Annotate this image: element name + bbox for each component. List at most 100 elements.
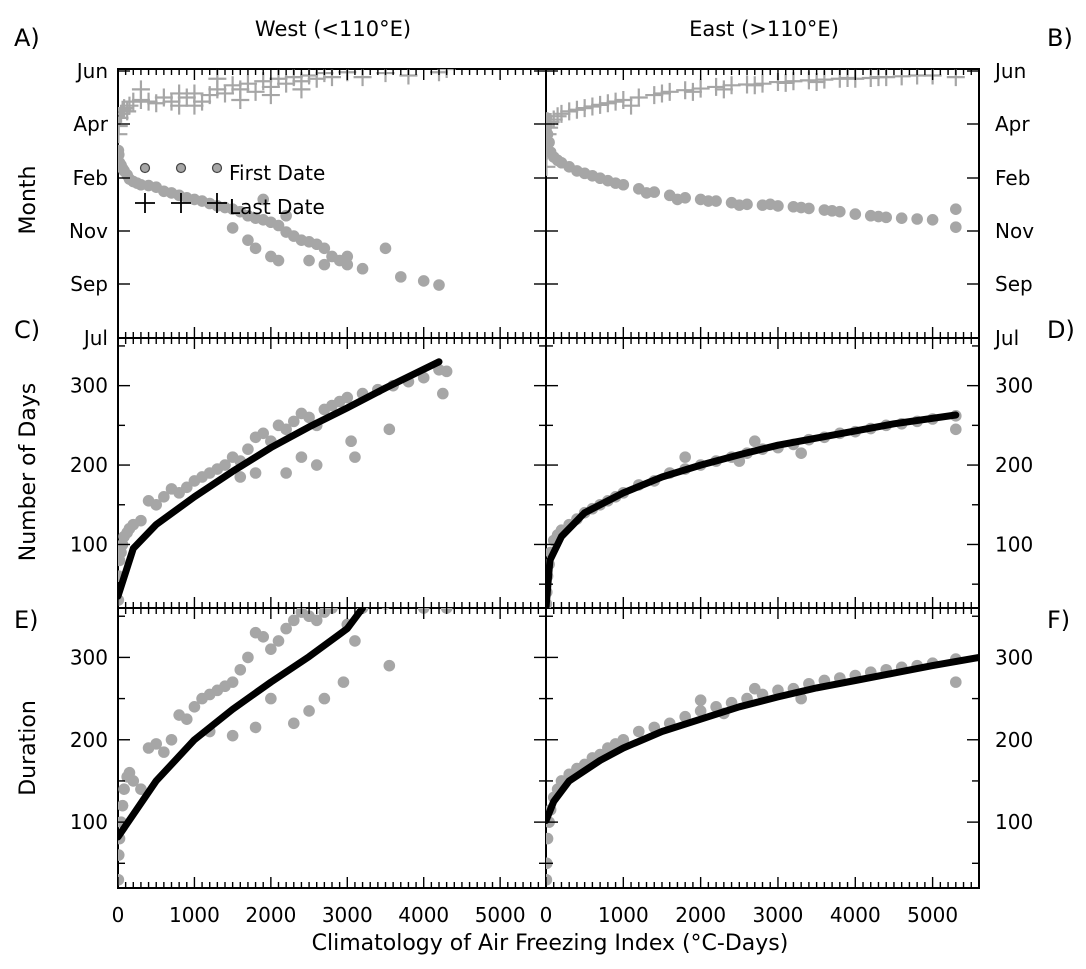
panel-b-plus-point (753, 74, 772, 93)
x-tick-label: 2000 (675, 903, 726, 927)
legend: First Date Last Date (135, 161, 325, 219)
panel-a-circle-point (318, 242, 331, 255)
panel-f-circle-point (546, 873, 553, 886)
panel-b-circle-point (849, 208, 862, 220)
panel-c-circle-point (341, 391, 354, 404)
panel-f-plot (546, 653, 979, 886)
panel-d-circle-point (748, 435, 761, 448)
panel-d-plot (546, 410, 962, 608)
panel-d-circle-point (679, 451, 691, 463)
panel-c-circle-point (280, 467, 292, 479)
panel-b-circle-point (911, 213, 923, 225)
plot-layer (118, 69, 979, 886)
panel-label-f: F) (1047, 606, 1070, 634)
y-tick-label-days: 200 (70, 728, 108, 752)
y-tick-label-month: Apr (73, 112, 108, 136)
x-tick-label: 3000 (322, 903, 373, 927)
panel-b-plus-point (546, 157, 556, 176)
x-tick-label: 4000 (830, 903, 881, 927)
panel-b-plus-point (707, 77, 726, 96)
y-tick-label-days: 100 (995, 532, 1033, 556)
panel-b-plus-point (622, 96, 641, 115)
panel-e-circle-point (287, 614, 300, 627)
panel-label-b: B) (1047, 24, 1073, 52)
panel-a-circle-point (280, 209, 292, 222)
y-tick-label-days: 300 (995, 645, 1033, 669)
panel-a-circle-point (318, 258, 331, 271)
legend-circle-marker-3 (211, 162, 223, 174)
panel-a-circle-point (242, 234, 254, 246)
panel-c-circle-point (437, 387, 449, 400)
panel-c-circle-point (234, 471, 247, 483)
panel-label-c: C) (14, 316, 40, 344)
x-tick-label: 3000 (753, 903, 804, 927)
panel-a-plus-point (139, 92, 158, 111)
panel-c-circle-point (280, 423, 292, 436)
panel-e-circle-point (118, 849, 125, 861)
panel-b-plus-point (606, 92, 625, 111)
panel-b-plus-point (691, 79, 710, 98)
panel-e-circle-point (158, 746, 170, 758)
panel-e-circle-point (383, 659, 396, 672)
panel-e-circle-point (226, 676, 239, 688)
y-tick-label-month: Sep (995, 272, 1033, 296)
panel-b-plus-point (676, 81, 695, 100)
x-tick-label: 1000 (169, 903, 220, 927)
panel-b-plus-point (714, 80, 733, 99)
panel-a-plus-point (223, 76, 242, 95)
panel-c-fit-line (118, 358, 443, 600)
panel-a-circle-point (341, 258, 354, 271)
panel-b-circle-point (826, 205, 838, 217)
panel-e-circle-point (265, 692, 277, 705)
panel-c-circle-point (295, 451, 308, 463)
y-tick-label-days: 200 (995, 728, 1033, 752)
panel-e-circle-point (249, 721, 262, 734)
panel-c-plot (118, 358, 453, 606)
panel-a-plus-point (261, 86, 280, 105)
col-title-west: West (<110°E) (255, 17, 411, 41)
y-tick-label-month: Jul (993, 326, 1019, 350)
panel-label-e: E) (14, 606, 39, 634)
legend-plus-marker-1 (135, 193, 155, 213)
panel-b-plot (546, 69, 965, 233)
panel-label-a: A) (14, 24, 40, 52)
panel-b-circle-point (640, 187, 653, 199)
y-tick-label-days: 300 (70, 374, 108, 398)
panel-f-circle-point (950, 676, 962, 688)
panel-a-circle-point (394, 271, 407, 283)
panel-a-plus-point (177, 88, 196, 107)
panel-c-circle-point (310, 459, 323, 471)
x-tick-label: 0 (112, 903, 125, 927)
panel-c-circle-point (135, 514, 147, 527)
panel-e-circle-point (118, 873, 125, 886)
panel-e-circle-point (226, 729, 239, 742)
panel-f-circle-point (632, 725, 645, 738)
panel-e-circle-point (150, 738, 163, 750)
panel-a-plus-point (246, 82, 265, 101)
ylabel-month: Month (16, 166, 41, 235)
panel-c-circle-point (349, 451, 361, 463)
panel-e-circle-point (257, 631, 270, 643)
panel-e-circle-point (180, 713, 193, 725)
y-tick-label-days: 100 (70, 810, 108, 834)
panel-c-circle-point (180, 481, 193, 494)
panel-e-circle-point (127, 775, 140, 787)
x-tick-label: 2000 (245, 903, 296, 927)
panel-a-circle-point (257, 193, 270, 206)
panel-e-circle-point (234, 663, 247, 676)
panel-b-plus-point (660, 82, 679, 101)
panel-e-circle-point (135, 783, 147, 795)
y-tick-label-month: Jun (993, 59, 1026, 83)
panel-e-circle-point (280, 622, 292, 635)
panel-b-plus-point (546, 141, 556, 160)
panel-b-circle-point (895, 212, 908, 224)
y-tick-label-month: Nov (995, 219, 1034, 243)
panel-b-circle-point (872, 210, 885, 223)
panel-b-plus-point (548, 107, 567, 126)
panel-a-plus-point (124, 92, 143, 111)
y-tick-label-days: 200 (70, 453, 108, 477)
panel-a-circle-point (272, 254, 285, 267)
panel-b-plus-point (567, 100, 586, 119)
panel-b-plus-point (575, 99, 594, 118)
